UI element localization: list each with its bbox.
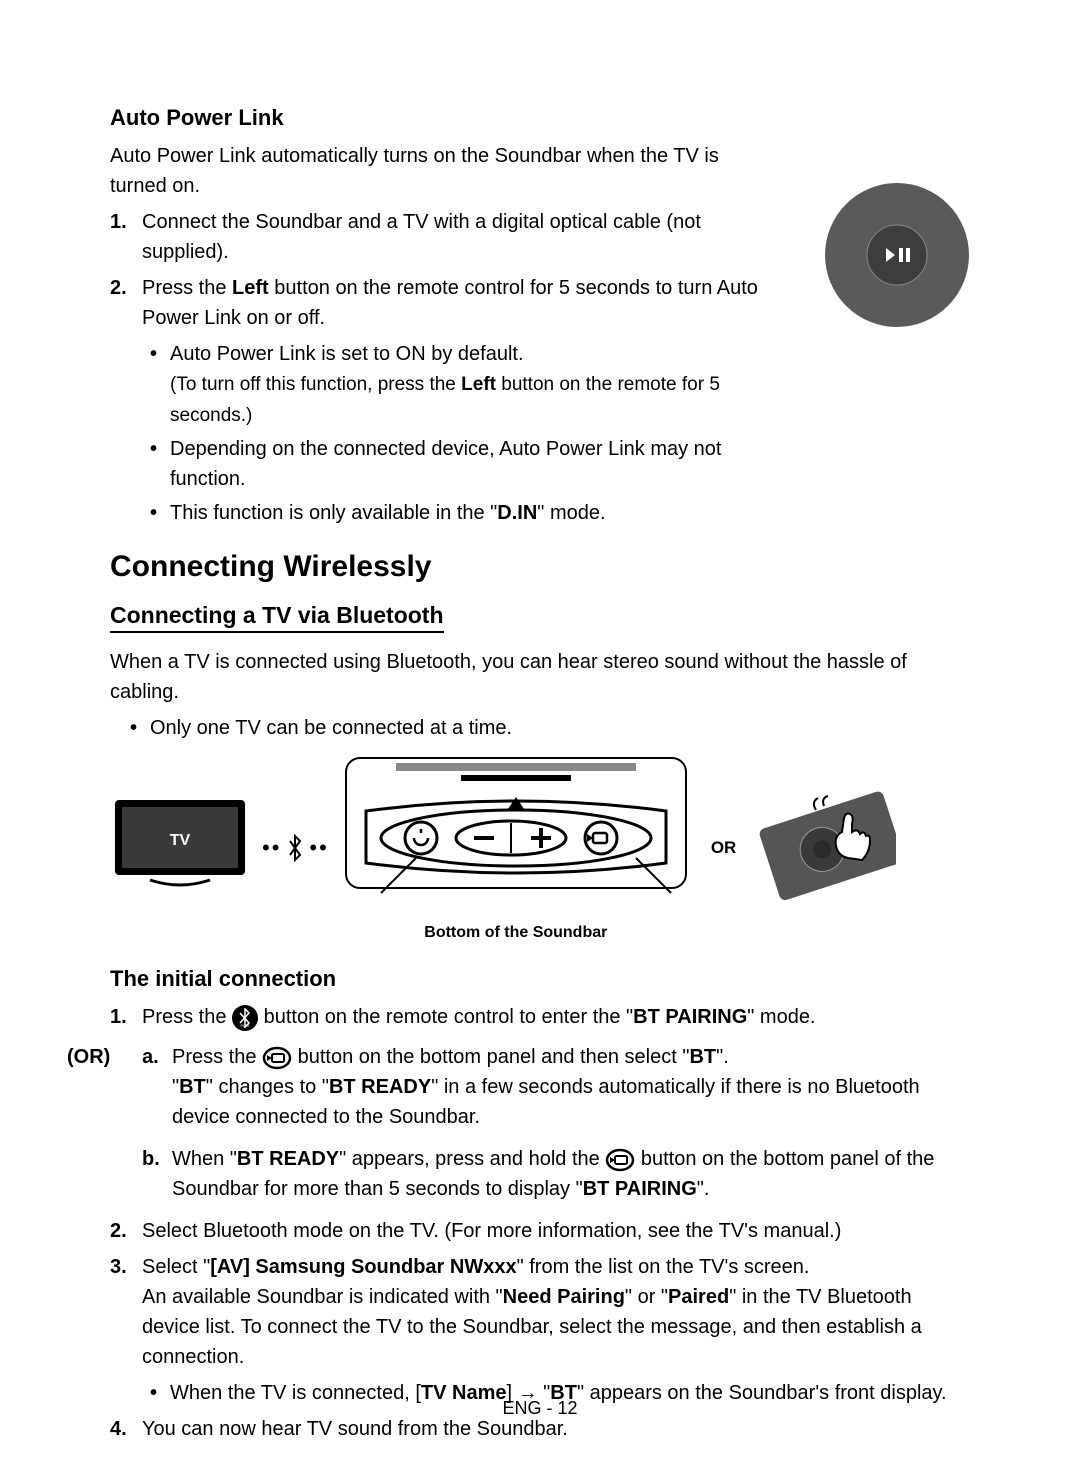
init-step-1a: Press the button on the bottom panel and…	[172, 1042, 970, 1132]
page-footer: ENG - 12	[0, 1398, 1080, 1419]
init-step-1: Press the PAIR button on the remote cont…	[142, 1002, 970, 1204]
apl-step-1: Connect the Soundbar and a TV with a dig…	[142, 207, 760, 267]
auto-power-link-intro: Auto Power Link automatically turns on t…	[110, 141, 760, 201]
init-step-1b: When "BT READY" appears, press and hold …	[172, 1144, 970, 1204]
bluetooth-signal-icon: •• ••	[262, 834, 329, 862]
tv-label: TV	[170, 832, 191, 849]
auto-power-link-heading: Auto Power Link	[110, 105, 760, 131]
remote-play-pause-illustration	[822, 180, 972, 330]
bt-desc: When a TV is connected using Bluetooth, …	[110, 647, 970, 707]
initial-connection-heading: The initial connection	[110, 966, 970, 992]
tv-illustration: TV	[110, 795, 250, 900]
remote-press-illustration	[756, 790, 896, 905]
svg-text:PAIR: PAIR	[241, 1023, 250, 1028]
bt-connection-diagram: TV •• ••	[110, 753, 970, 942]
apl-bullet-1: Auto Power Link is set to ON by default.…	[170, 339, 760, 430]
soundbar-bottom-caption: Bottom of the Soundbar	[341, 924, 691, 942]
source-icon	[605, 1148, 635, 1172]
bt-bullet: Only one TV can be connected at a time.	[150, 713, 970, 743]
or-label: OR	[711, 838, 737, 858]
source-icon	[262, 1046, 292, 1070]
or-marker: (OR)	[67, 1042, 110, 1072]
connecting-tv-bluetooth-heading: Connecting a TV via Bluetooth	[110, 602, 444, 633]
connecting-wirelessly-heading: Connecting Wirelessly	[110, 550, 970, 584]
init-step-2: Select Bluetooth mode on the TV. (For mo…	[142, 1216, 970, 1246]
bt-pair-icon: PAIR	[232, 1005, 258, 1031]
apl-bullet-3: This function is only available in the "…	[170, 498, 760, 528]
apl-step-2: Press the Left button on the remote cont…	[142, 273, 760, 528]
apl-bullet-2: Depending on the connected device, Auto …	[170, 434, 760, 494]
soundbar-bottom-illustration: Bottom of the Soundbar	[341, 753, 691, 942]
init-step-3: Select "[AV] Samsung Soundbar NWxxx" fro…	[142, 1252, 970, 1408]
